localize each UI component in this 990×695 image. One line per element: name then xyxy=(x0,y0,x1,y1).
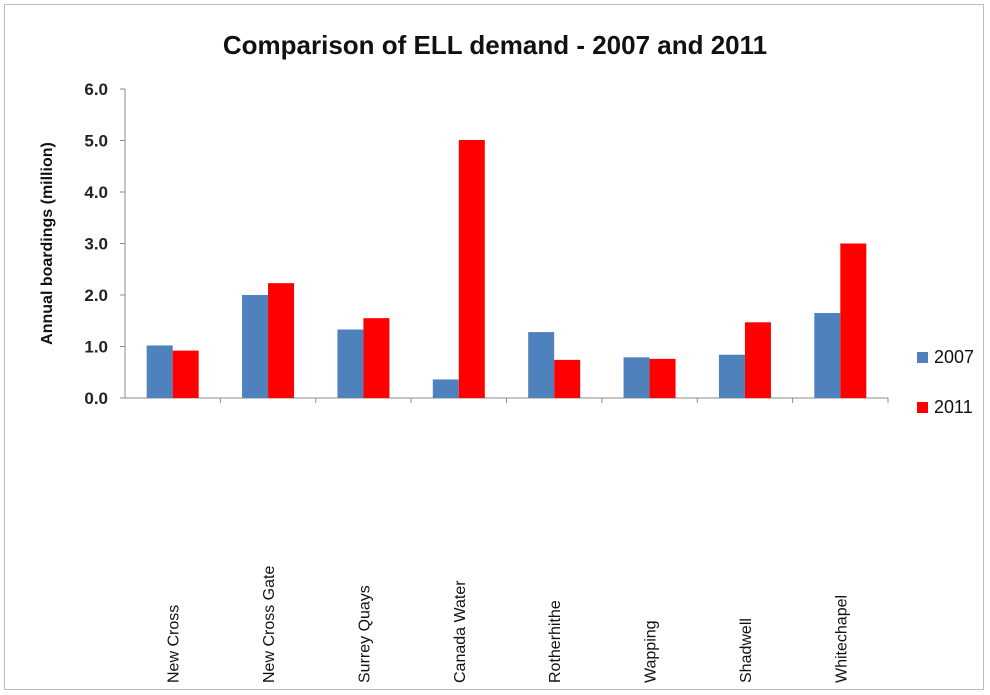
x-tick-label: New Cross Gate xyxy=(261,566,278,683)
bar-2007-new-cross-gate xyxy=(242,295,269,398)
x-tick-label: Wapping xyxy=(643,620,660,683)
bar-2011-wapping xyxy=(649,358,676,398)
y-tick-label: 4.0 xyxy=(84,183,108,202)
x-tick-label: Whitechapel xyxy=(833,595,850,683)
bars xyxy=(146,139,867,399)
chart-title: Comparison of ELL demand - 2007 and 2011 xyxy=(222,30,768,60)
axes: 0.0 1.0 2.0 3.0 4.0 5.0 6.0 Annual boardings (m… xyxy=(39,80,889,408)
legend: 2007 2011 xyxy=(917,347,974,417)
bar-2007-canada-water xyxy=(432,379,459,398)
x-tick-label: Rotherhithe xyxy=(547,600,564,683)
bar-2011-new-cross xyxy=(172,350,199,398)
x-tick-label: Canada Water xyxy=(452,580,469,683)
bar-2007-surrey-quays xyxy=(337,329,364,398)
legend-swatch-2011 xyxy=(917,402,928,413)
bar-2007-shadwell xyxy=(718,354,745,398)
legend-label-2007: 2007 xyxy=(934,347,974,367)
bar-2011-canada-water xyxy=(458,139,485,399)
bar-2007-whitechapel xyxy=(814,313,841,398)
x-tick-label: Shadwell xyxy=(738,618,755,683)
x-tick-labels: New Cross New Cross Gate Surrey Quays Canad… xyxy=(166,566,851,683)
x-tick-label: Surrey Quays xyxy=(356,585,373,683)
bar-2007-rotherhithe xyxy=(528,332,555,398)
y-tick-label: 0.0 xyxy=(84,389,108,408)
bar-2011-new-cross-gate xyxy=(268,283,295,398)
legend-swatch-2007 xyxy=(917,352,928,363)
bar-2011-shadwell xyxy=(744,322,771,398)
y-axis-title: Annual boardings (million) xyxy=(39,142,56,345)
bar-2011-rotherhithe xyxy=(554,359,581,398)
y-tick-label: 2.0 xyxy=(84,286,108,305)
bar-2007-wapping xyxy=(623,357,650,398)
bar-2007-new-cross xyxy=(146,345,173,398)
x-tick-label: New Cross xyxy=(166,605,183,683)
bar-2011-surrey-quays xyxy=(363,318,390,398)
y-tick-label: 1.0 xyxy=(84,338,108,357)
y-tick-label: 3.0 xyxy=(84,235,108,254)
y-tick-label: 5.0 xyxy=(84,132,108,151)
bar-2011-whitechapel xyxy=(840,243,867,398)
legend-label-2011: 2011 xyxy=(934,397,973,417)
y-tick-label: 6.0 xyxy=(84,80,108,99)
